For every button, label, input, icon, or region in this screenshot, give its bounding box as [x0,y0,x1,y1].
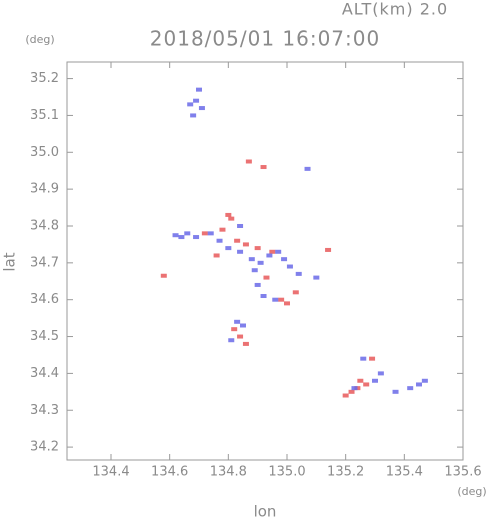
point [363,382,370,387]
point [278,297,285,302]
point [392,389,399,394]
point [295,271,302,276]
y-tick-label: 34.5 [30,329,59,344]
y-tick-label: 35.1 [30,108,59,123]
chart-subtitle: ALT(km) 2.0 [342,0,448,19]
point [228,338,235,343]
point [342,393,349,398]
point [263,275,270,280]
point [225,212,232,217]
point [284,301,290,306]
point [292,290,299,295]
point [269,249,276,254]
point [201,231,208,236]
x-unit: (deg) [457,485,486,498]
point [304,166,311,171]
point [275,249,282,254]
point [348,389,355,394]
y-axis-label: lat [1,252,19,271]
point [357,378,364,383]
point [193,235,200,240]
point [260,294,267,299]
point [237,249,244,254]
point [245,159,252,164]
chart-title: 2018/05/01 16:07:00 [150,27,380,51]
point [266,253,273,258]
x-tick-label: 135.6 [444,465,481,480]
y-tick-label: 34.8 [30,218,59,233]
x-axis-label: lon [254,503,277,521]
point [219,227,226,232]
point [242,242,249,247]
point [207,231,214,236]
x-tick-label: 134.4 [92,465,129,480]
plot-frame [66,61,464,461]
point [272,297,279,302]
y-tick-label: 34.2 [30,440,59,455]
point [216,238,223,243]
point [407,386,414,391]
point [416,382,422,387]
point [421,378,428,383]
point [313,275,320,280]
y-unit: (deg) [25,33,54,46]
point [160,273,167,278]
y-tick-label: 34.9 [30,182,59,197]
point [198,106,205,111]
point [260,165,267,170]
point [248,257,255,262]
point [231,327,238,332]
point [196,87,202,92]
point [237,334,244,339]
point [178,235,185,240]
y-tick-label: 35.2 [30,71,59,86]
x-tick-label: 134.8 [210,465,247,480]
point [240,323,246,328]
point [325,247,332,252]
y-tick-label: 34.7 [30,255,59,270]
point [257,260,264,265]
y-tick-label: 34.6 [30,292,59,307]
x-tick-label: 135.4 [386,465,423,480]
point [360,356,367,361]
point [254,282,261,287]
point [234,319,241,324]
point [213,253,220,258]
point [172,233,179,238]
point [369,356,376,361]
y-tick-label: 34.3 [30,403,59,418]
point [372,378,378,383]
point [234,238,241,243]
y-tick-label: 34.4 [30,366,59,381]
x-tick-label: 134.6 [151,465,188,480]
x-tick-label: 135.0 [268,465,305,480]
point [225,246,232,251]
point [187,102,194,107]
point [377,371,384,376]
y-tick-label: 35.0 [30,145,59,160]
point [190,113,197,118]
point [281,257,288,262]
point [254,246,261,251]
point [228,216,235,221]
point [193,98,200,103]
point [286,264,293,269]
point [242,341,249,346]
point [351,386,358,391]
point [237,223,244,228]
x-tick-label: 135.2 [327,465,364,480]
point [184,231,191,236]
point [251,268,258,273]
